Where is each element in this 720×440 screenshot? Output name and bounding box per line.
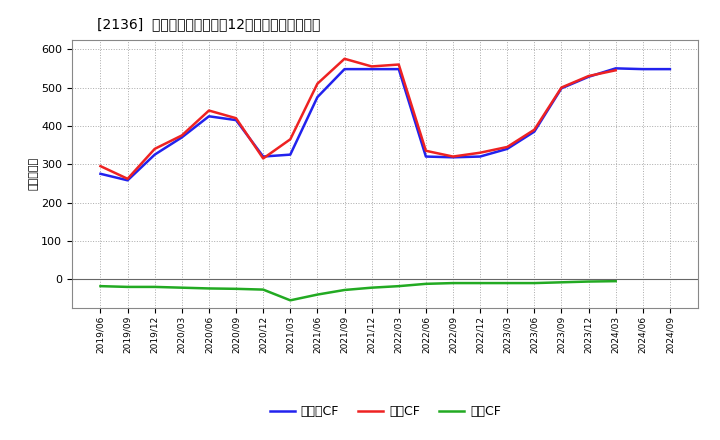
営業CF — [259, 156, 268, 161]
投賄CF — [150, 284, 159, 290]
営業CF — [204, 108, 213, 113]
営業CF — [449, 154, 457, 159]
営業CF — [530, 127, 539, 132]
フリーCF — [96, 171, 105, 176]
営業CF — [123, 176, 132, 181]
投賄CF — [557, 280, 566, 285]
フリーCF — [286, 152, 294, 157]
営業CF — [178, 133, 186, 138]
投賄CF — [204, 286, 213, 291]
営業CF — [476, 150, 485, 155]
投賄CF — [584, 279, 593, 284]
投賄CF — [476, 280, 485, 286]
投賄CF — [341, 287, 349, 293]
フリーCF — [313, 95, 322, 100]
営業CF — [96, 164, 105, 169]
投賄CF — [503, 280, 511, 286]
フリーCF — [611, 66, 620, 71]
フリーCF — [341, 66, 349, 72]
投賄CF — [395, 283, 403, 289]
フリーCF — [584, 74, 593, 80]
フリーCF — [639, 66, 647, 72]
フリーCF — [449, 155, 457, 160]
投賄CF — [178, 285, 186, 290]
営業CF — [341, 56, 349, 62]
営業CF — [232, 116, 240, 121]
Y-axis label: （百万円）: （百万円） — [28, 157, 38, 191]
Text: [2136]  キャッシュフローの12か月移動合計の推移: [2136] キャッシュフローの12か月移動合計の推移 — [97, 18, 320, 32]
Legend: フリーCF, 営業CF, 投賄CF: フリーCF, 営業CF, 投賄CF — [264, 400, 506, 423]
営業CF — [286, 137, 294, 142]
営業CF — [611, 68, 620, 73]
フリーCF — [259, 154, 268, 159]
営業CF — [421, 148, 430, 154]
フリーCF — [476, 154, 485, 159]
投賄CF — [96, 283, 105, 289]
営業CF — [503, 144, 511, 150]
フリーCF — [178, 135, 186, 140]
Line: 営業CF: 営業CF — [101, 59, 616, 179]
営業CF — [557, 85, 566, 90]
営業CF — [395, 62, 403, 67]
フリーCF — [204, 114, 213, 119]
投賄CF — [232, 286, 240, 291]
投賄CF — [449, 280, 457, 286]
フリーCF — [503, 146, 511, 151]
投賄CF — [286, 298, 294, 303]
フリーCF — [557, 86, 566, 91]
投賄CF — [530, 280, 539, 286]
フリーCF — [232, 117, 240, 123]
投賄CF — [259, 287, 268, 292]
フリーCF — [665, 66, 674, 72]
投賄CF — [421, 281, 430, 286]
投賄CF — [367, 285, 376, 290]
投賄CF — [123, 284, 132, 290]
営業CF — [313, 81, 322, 86]
フリーCF — [530, 129, 539, 134]
フリーCF — [123, 178, 132, 183]
営業CF — [367, 64, 376, 69]
Line: 投賄CF: 投賄CF — [101, 281, 616, 301]
フリーCF — [395, 66, 403, 72]
投賄CF — [313, 292, 322, 297]
営業CF — [150, 146, 159, 151]
営業CF — [584, 73, 593, 79]
フリーCF — [421, 154, 430, 159]
フリーCF — [150, 152, 159, 157]
フリーCF — [367, 66, 376, 72]
Line: フリーCF: フリーCF — [101, 68, 670, 180]
投賄CF — [611, 279, 620, 284]
